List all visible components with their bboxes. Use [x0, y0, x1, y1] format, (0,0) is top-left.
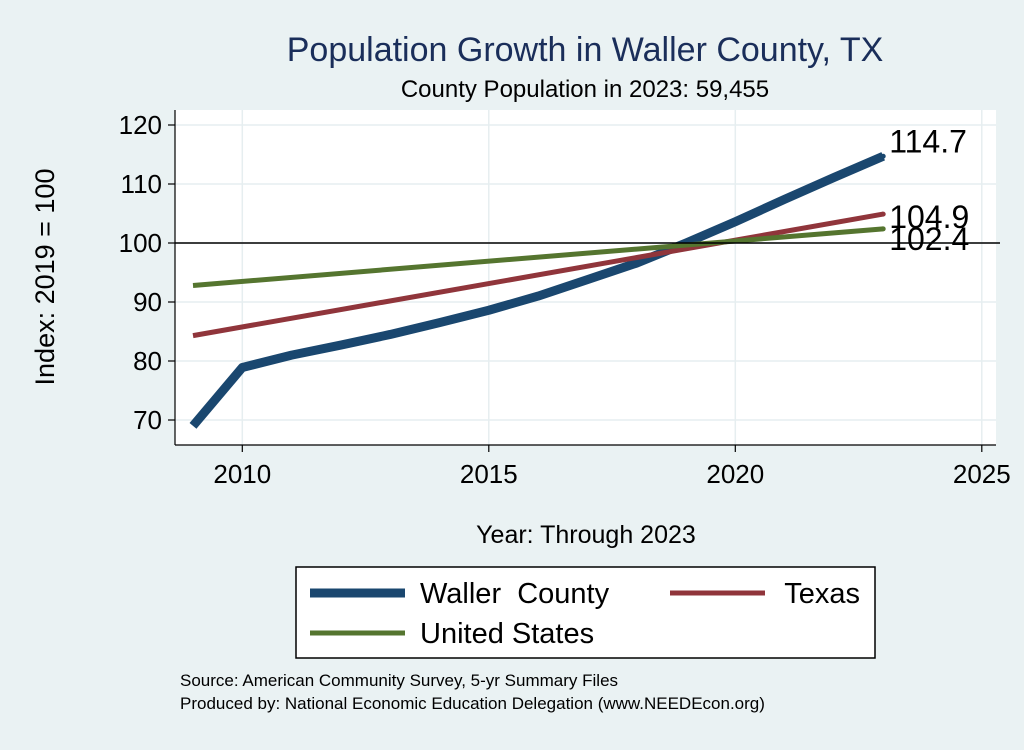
- source-line-2: Produced by: National Economic Education…: [180, 694, 765, 713]
- y-tick-label: 100: [119, 228, 162, 258]
- axes: 70 80 90 100 110 120 2010 2015 2020 2025: [119, 110, 1011, 489]
- y-tick-label: 70: [133, 405, 162, 435]
- chart-subtitle: County Population in 2023: 59,455: [401, 76, 769, 103]
- series-line-united-states: [192, 226, 884, 288]
- legend: Waller County Texas United States: [295, 566, 876, 659]
- end-label: 102.4: [889, 221, 969, 257]
- series-line-texas: [192, 211, 884, 339]
- end-label: 104.9: [889, 199, 969, 235]
- legend-label: Texas: [784, 578, 860, 610]
- end-label: 114.7: [889, 123, 967, 159]
- x-axis-label: Year: Through 2023: [476, 521, 696, 549]
- legend-box: [295, 566, 876, 659]
- chart-title: Population Growth in Waller County, TX: [287, 31, 884, 69]
- source-line-1: Source: American Community Survey, 5-yr …: [180, 671, 618, 690]
- x-tick-label: 2020: [706, 459, 764, 489]
- y-tick-label: 120: [119, 110, 162, 140]
- x-tick-label: 2010: [213, 459, 271, 489]
- legend-label: United States: [420, 618, 594, 650]
- y-tick-label: 110: [121, 169, 162, 199]
- series-lines: [175, 152, 1000, 429]
- end-marker: [880, 226, 886, 232]
- y-axis-label: Index: 2019 = 100: [30, 169, 60, 386]
- legend-label: Waller County: [420, 578, 610, 610]
- end-marker: [880, 211, 886, 217]
- x-tick-label: 2025: [953, 459, 1011, 489]
- series-line-waller-county: [189, 152, 885, 429]
- y-tick-label: 80: [133, 346, 162, 376]
- y-tick-label: 90: [133, 287, 162, 317]
- end-marker: [880, 153, 886, 159]
- x-tick-label: 2015: [460, 459, 518, 489]
